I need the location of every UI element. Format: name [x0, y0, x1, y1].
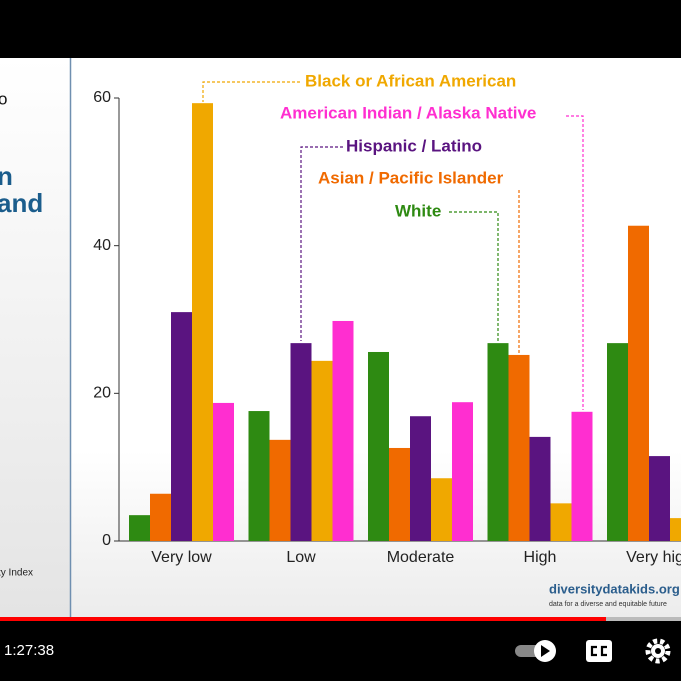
panel-text: and [0, 188, 43, 218]
y-tick-label: 60 [93, 89, 111, 106]
bar [670, 518, 681, 541]
connectors [202, 81, 584, 410]
legend-label: Black or African American [305, 71, 516, 90]
panel-text: n [0, 161, 13, 191]
panel-text: o [0, 89, 7, 108]
bar [290, 343, 312, 541]
x-tick-label: Moderate [387, 549, 455, 566]
settings-button[interactable] [645, 638, 671, 664]
bar [213, 402, 234, 541]
bar [311, 360, 333, 541]
x-tick-label: Very high [626, 549, 681, 566]
progress-buffer[interactable] [606, 617, 681, 621]
control-bar [0, 618, 681, 681]
bar [368, 351, 389, 541]
bar [248, 411, 270, 541]
bar [431, 478, 452, 541]
bar [550, 503, 572, 541]
y-tick-label: 40 [93, 237, 111, 254]
bar [171, 312, 192, 541]
bar [452, 402, 473, 541]
logo: diversitydatakids.org [549, 581, 680, 596]
x-tick-label: High [524, 549, 557, 566]
cc-button[interactable] [586, 640, 612, 662]
legend-label: Hispanic / Latino [346, 136, 482, 155]
bar [389, 447, 410, 541]
bar [192, 103, 213, 541]
bar [269, 439, 291, 541]
bar [410, 416, 431, 541]
legend-label: Asian / Pacific Islander [318, 168, 504, 187]
tagline: data for a diverse and equitable future [549, 601, 667, 608]
legend-label: White [395, 201, 441, 220]
autoplay-toggle[interactable] [515, 640, 556, 662]
bar [529, 436, 551, 541]
time: 1:27:38 [4, 642, 54, 659]
bar [487, 343, 509, 541]
x-tick-label: Low [286, 549, 316, 566]
bar [332, 320, 354, 541]
bar [508, 354, 530, 541]
top-bar [0, 0, 681, 58]
bar [571, 411, 593, 541]
cc-box [586, 640, 612, 662]
y-tick-label: 0 [102, 532, 111, 549]
bar [607, 343, 628, 541]
left-panel [0, 58, 70, 618]
cc-glyph [590, 645, 607, 657]
connector [202, 81, 300, 102]
connector [449, 211, 499, 341]
bar [150, 493, 171, 541]
connector [300, 146, 343, 341]
panel-text: ty Index [0, 568, 33, 579]
connector [566, 115, 584, 410]
legend-label: American Indian / Alaska Native [280, 103, 536, 122]
gear-hole [655, 648, 661, 654]
bar [628, 225, 649, 541]
plot: 0 20 40 60 Very low Low Moderate High Very high [93, 89, 681, 566]
bar [649, 456, 670, 541]
y-tick-label: 20 [93, 385, 111, 402]
play-icon [541, 645, 550, 657]
bar [129, 515, 150, 541]
progress-played[interactable] [0, 617, 606, 621]
gear-teeth [645, 638, 671, 664]
x-tick-label: Very low [151, 549, 212, 566]
